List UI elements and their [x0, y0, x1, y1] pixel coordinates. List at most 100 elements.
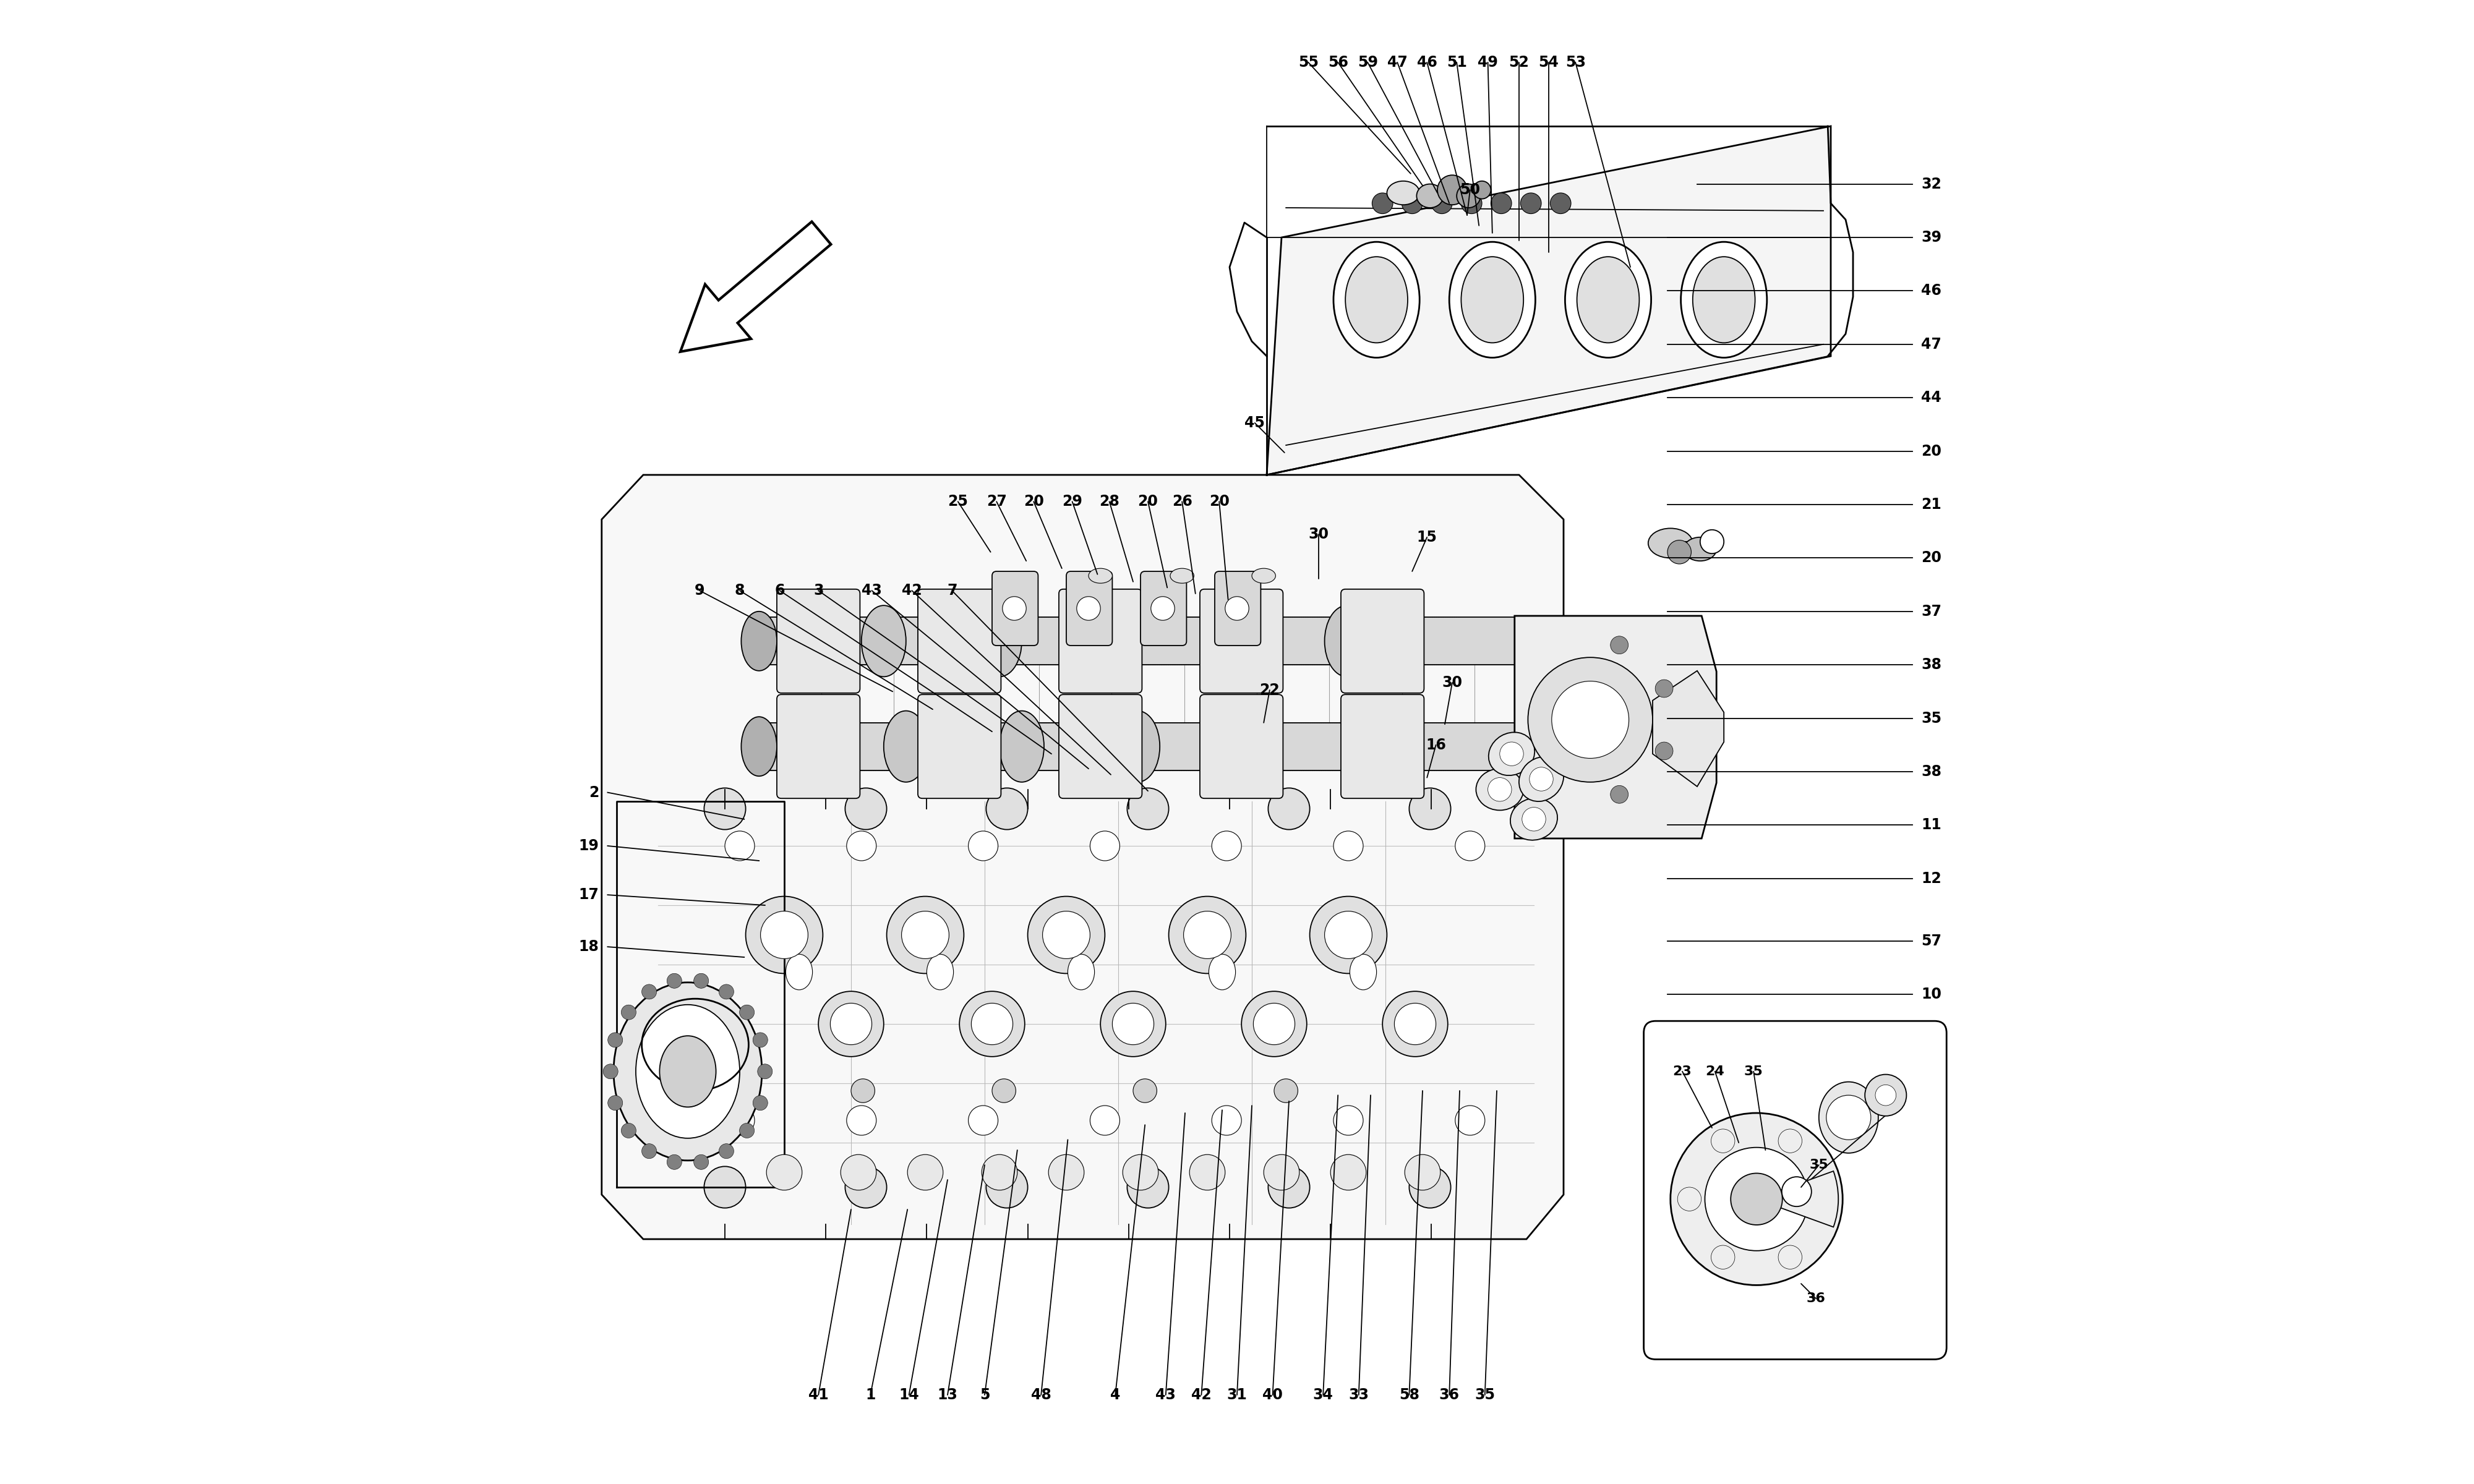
Circle shape [1779, 1245, 1801, 1269]
Ellipse shape [1089, 568, 1113, 583]
Ellipse shape [1648, 528, 1692, 558]
Circle shape [725, 831, 755, 861]
Circle shape [604, 1064, 618, 1079]
Circle shape [1529, 657, 1653, 782]
Circle shape [1670, 1113, 1843, 1285]
Text: 18: 18 [579, 939, 599, 954]
Circle shape [1331, 1155, 1366, 1190]
Text: 20: 20 [1922, 444, 1942, 459]
Circle shape [1529, 767, 1554, 791]
FancyBboxPatch shape [1341, 695, 1425, 798]
Circle shape [1700, 530, 1724, 554]
Text: 11: 11 [1922, 818, 1942, 833]
FancyBboxPatch shape [1200, 695, 1284, 798]
Circle shape [1264, 1155, 1299, 1190]
Circle shape [1183, 911, 1232, 959]
Text: 51: 51 [1447, 55, 1467, 70]
Text: 58: 58 [1398, 1388, 1420, 1402]
FancyBboxPatch shape [1643, 1021, 1947, 1359]
Circle shape [1242, 991, 1306, 1057]
Circle shape [1212, 831, 1242, 861]
FancyBboxPatch shape [1059, 589, 1143, 693]
Ellipse shape [1351, 954, 1376, 990]
Circle shape [1133, 1079, 1158, 1103]
Circle shape [745, 896, 824, 974]
Circle shape [609, 1033, 623, 1048]
Ellipse shape [1116, 711, 1160, 782]
Circle shape [987, 1166, 1027, 1208]
Text: 10: 10 [1922, 987, 1942, 1002]
Text: 45: 45 [1244, 416, 1264, 430]
Circle shape [1168, 896, 1247, 974]
Text: 40: 40 [1262, 1388, 1284, 1402]
Circle shape [1091, 831, 1121, 861]
Circle shape [1611, 785, 1628, 803]
Ellipse shape [787, 954, 811, 990]
Circle shape [725, 1106, 755, 1135]
Text: 55: 55 [1299, 55, 1319, 70]
Text: 23: 23 [1672, 1066, 1692, 1077]
FancyBboxPatch shape [918, 589, 1002, 693]
Ellipse shape [1333, 242, 1420, 358]
Text: 41: 41 [809, 1388, 829, 1402]
Circle shape [992, 1079, 1017, 1103]
Circle shape [1462, 193, 1482, 214]
Circle shape [1705, 1147, 1808, 1251]
Text: 54: 54 [1539, 55, 1559, 70]
Text: 42: 42 [903, 583, 923, 598]
Circle shape [960, 991, 1024, 1057]
Ellipse shape [1489, 732, 1534, 776]
Text: 36: 36 [1806, 1293, 1826, 1304]
Text: 2: 2 [589, 785, 599, 800]
Circle shape [1383, 991, 1447, 1057]
Circle shape [1455, 1106, 1484, 1135]
Circle shape [846, 1166, 886, 1208]
Circle shape [1551, 193, 1571, 214]
Text: 14: 14 [898, 1388, 918, 1402]
Text: 7: 7 [948, 583, 957, 598]
Ellipse shape [861, 605, 905, 677]
Ellipse shape [1477, 769, 1524, 810]
Ellipse shape [1462, 257, 1524, 343]
FancyBboxPatch shape [1059, 695, 1143, 798]
Ellipse shape [1450, 242, 1536, 358]
Circle shape [1551, 681, 1628, 758]
Circle shape [967, 831, 997, 861]
Circle shape [621, 1123, 636, 1138]
FancyBboxPatch shape [777, 695, 861, 798]
Text: 8: 8 [735, 583, 745, 598]
Circle shape [1522, 807, 1546, 831]
Circle shape [1333, 1106, 1363, 1135]
Circle shape [1190, 1155, 1225, 1190]
Text: 39: 39 [1922, 230, 1942, 245]
Ellipse shape [1324, 605, 1368, 677]
Text: 42: 42 [1192, 1388, 1212, 1402]
Circle shape [1101, 991, 1165, 1057]
Circle shape [1269, 788, 1309, 830]
Circle shape [841, 1155, 876, 1190]
Text: 43: 43 [1155, 1388, 1175, 1402]
Circle shape [1499, 742, 1524, 766]
Ellipse shape [614, 982, 762, 1160]
Polygon shape [1514, 616, 1717, 838]
Text: 6: 6 [774, 583, 784, 598]
Circle shape [668, 1155, 683, 1169]
Ellipse shape [1418, 184, 1442, 208]
Circle shape [846, 788, 886, 830]
Circle shape [1333, 831, 1363, 861]
Ellipse shape [1210, 954, 1235, 990]
Text: 5: 5 [980, 1388, 990, 1402]
Circle shape [641, 1144, 656, 1159]
Ellipse shape [1566, 242, 1650, 358]
Text: 19: 19 [579, 838, 599, 853]
Circle shape [1781, 1177, 1811, 1206]
Circle shape [1212, 1106, 1242, 1135]
Ellipse shape [1388, 181, 1420, 205]
Circle shape [987, 788, 1027, 830]
Text: 47: 47 [1388, 55, 1408, 70]
Circle shape [1712, 1245, 1734, 1269]
Circle shape [621, 1005, 636, 1020]
FancyBboxPatch shape [918, 695, 1002, 798]
FancyBboxPatch shape [992, 571, 1039, 646]
FancyArrow shape [680, 221, 831, 352]
